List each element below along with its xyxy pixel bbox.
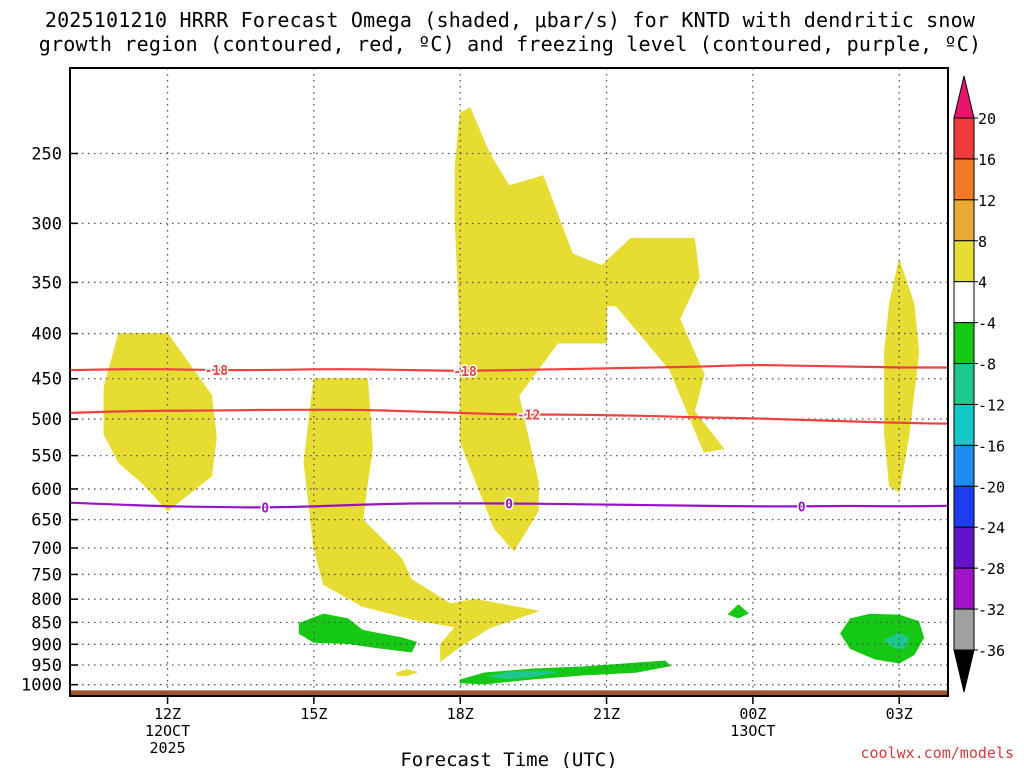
y-tick-label-850: 850 <box>31 613 62 633</box>
y-tick-label-750: 750 <box>31 565 62 585</box>
chart-title-line-2: growth region (contoured, red, ºC) and f… <box>38 32 982 56</box>
x-tick-label-5-1: 00Z <box>739 705 766 723</box>
x-axis-label: Forecast Time (UTC) <box>400 749 617 768</box>
omega-region-2 <box>303 378 541 662</box>
colorbar-label-7: -8 <box>978 356 996 374</box>
contour-label-1-1: -18 <box>205 364 229 379</box>
y-tick-label-450: 450 <box>31 370 62 390</box>
contour-label-2-1: -12 <box>517 408 540 423</box>
colorbar-segment-4 <box>953 240 975 283</box>
y-tick-label-400: 400 <box>31 325 62 345</box>
colorbar-label-2: 16 <box>978 151 996 169</box>
colorbar-segment-12 <box>953 567 975 610</box>
colorbar-segment-10 <box>953 485 975 528</box>
pressure-axis: 2503003504004505005506006507007508008509… <box>21 144 78 696</box>
omega-region-3 <box>454 107 725 552</box>
contour-line-2 <box>70 408 948 425</box>
y-tick-label-250: 250 <box>31 144 62 164</box>
y-tick-label-350: 350 <box>31 273 62 293</box>
omega-region-1 <box>103 333 217 512</box>
y-tick-label-300: 300 <box>31 214 62 234</box>
contour-label-3-3: 0 <box>798 500 806 515</box>
omega-region-8 <box>727 604 749 619</box>
colorbar-label-13: -32 <box>978 601 1005 619</box>
y-tick-label-950: 950 <box>31 656 62 676</box>
colorbar-label-9: -16 <box>978 437 1005 455</box>
colorbar-label-8: -12 <box>978 396 1005 414</box>
x-tick-label-2-1: 15Z <box>300 705 327 723</box>
omega-region-6 <box>298 613 418 653</box>
colorbar-label-1: 20 <box>978 110 996 128</box>
y-tick-label-800: 800 <box>31 590 62 610</box>
colorbar-segment-2 <box>953 158 975 201</box>
colorbar-label-12: -28 <box>978 560 1005 578</box>
colorbar-top-arrow <box>953 75 975 119</box>
colorbar-segment-7 <box>953 363 975 405</box>
omega-region-5 <box>396 669 418 677</box>
colorbar-segment-6 <box>953 322 975 365</box>
contour-label-3-2: 0 <box>505 497 513 512</box>
colorbar-label-14: -36 <box>978 642 1005 660</box>
y-tick-label-500: 500 <box>31 410 62 430</box>
colorbar-segment-3 <box>953 199 975 242</box>
source-watermark: coolwx.com/models <box>860 744 1014 762</box>
y-tick-label-600: 600 <box>31 480 62 500</box>
colorbar-segment-13 <box>953 608 975 651</box>
colorbar-label-11: -24 <box>978 519 1005 537</box>
contour-line-3 <box>70 501 948 509</box>
omega-region-7 <box>459 660 672 685</box>
colorbar-label-4: 8 <box>978 233 987 251</box>
omega-region-10 <box>489 670 558 680</box>
colorbar-bottom-arrow <box>953 649 975 693</box>
x-tick-label-1-2: 12OCT <box>145 722 190 740</box>
colorbar-label-5: 4 <box>978 274 987 292</box>
x-tick-label-1-3: 2025 <box>149 739 185 757</box>
colorbar-segment-5 <box>953 281 975 324</box>
chart-title-line-1: 2025101210 HRRR Forecast Omega (shaded, … <box>44 8 976 32</box>
omega-region-11 <box>883 632 910 650</box>
x-tick-label-5-2: 13OCT <box>730 722 775 740</box>
contour-line-1 <box>70 364 948 372</box>
colorbar-segment-11 <box>953 526 975 569</box>
omega-region-9 <box>840 613 925 664</box>
ground-layer <box>70 690 948 696</box>
omega-shading <box>103 107 925 685</box>
ground-fill <box>70 690 948 696</box>
x-tick-label-3-1: 18Z <box>447 705 474 723</box>
colorbar-segment-9 <box>953 444 975 487</box>
contour-label-3-1: 0 <box>261 502 269 517</box>
colorbar: 20 16 12 8 4 -4 -8 -12 -16 -20 -24 -28 -32 -36 <box>953 75 1005 693</box>
colorbar-segment-8 <box>953 403 975 446</box>
y-tick-label-1000: 1000 <box>21 676 62 696</box>
y-tick-label-900: 900 <box>31 635 62 655</box>
x-tick-label-4-1: 21Z <box>593 705 620 723</box>
colorbar-label-6: -4 <box>978 315 996 333</box>
y-tick-label-550: 550 <box>31 447 62 467</box>
chart-title: 2025101210 HRRR Forecast Omega (shaded, … <box>0 8 1020 56</box>
x-tick-label-6-1: 03Z <box>886 705 913 723</box>
contour-label-1-2: -18 <box>453 365 477 380</box>
colorbar-segment-1 <box>953 117 975 160</box>
omega-region-4 <box>884 258 920 493</box>
grid <box>70 68 948 696</box>
colorbar-label-3: 12 <box>978 192 996 210</box>
colorbar-label-10: -20 <box>978 478 1005 496</box>
y-tick-label-700: 700 <box>31 539 62 559</box>
contours: -18 -18 -12 0 0 0 <box>70 363 948 518</box>
y-tick-label-650: 650 <box>31 511 62 531</box>
plot-frame <box>69 67 949 697</box>
x-tick-label-1-1: 12Z <box>154 705 181 723</box>
